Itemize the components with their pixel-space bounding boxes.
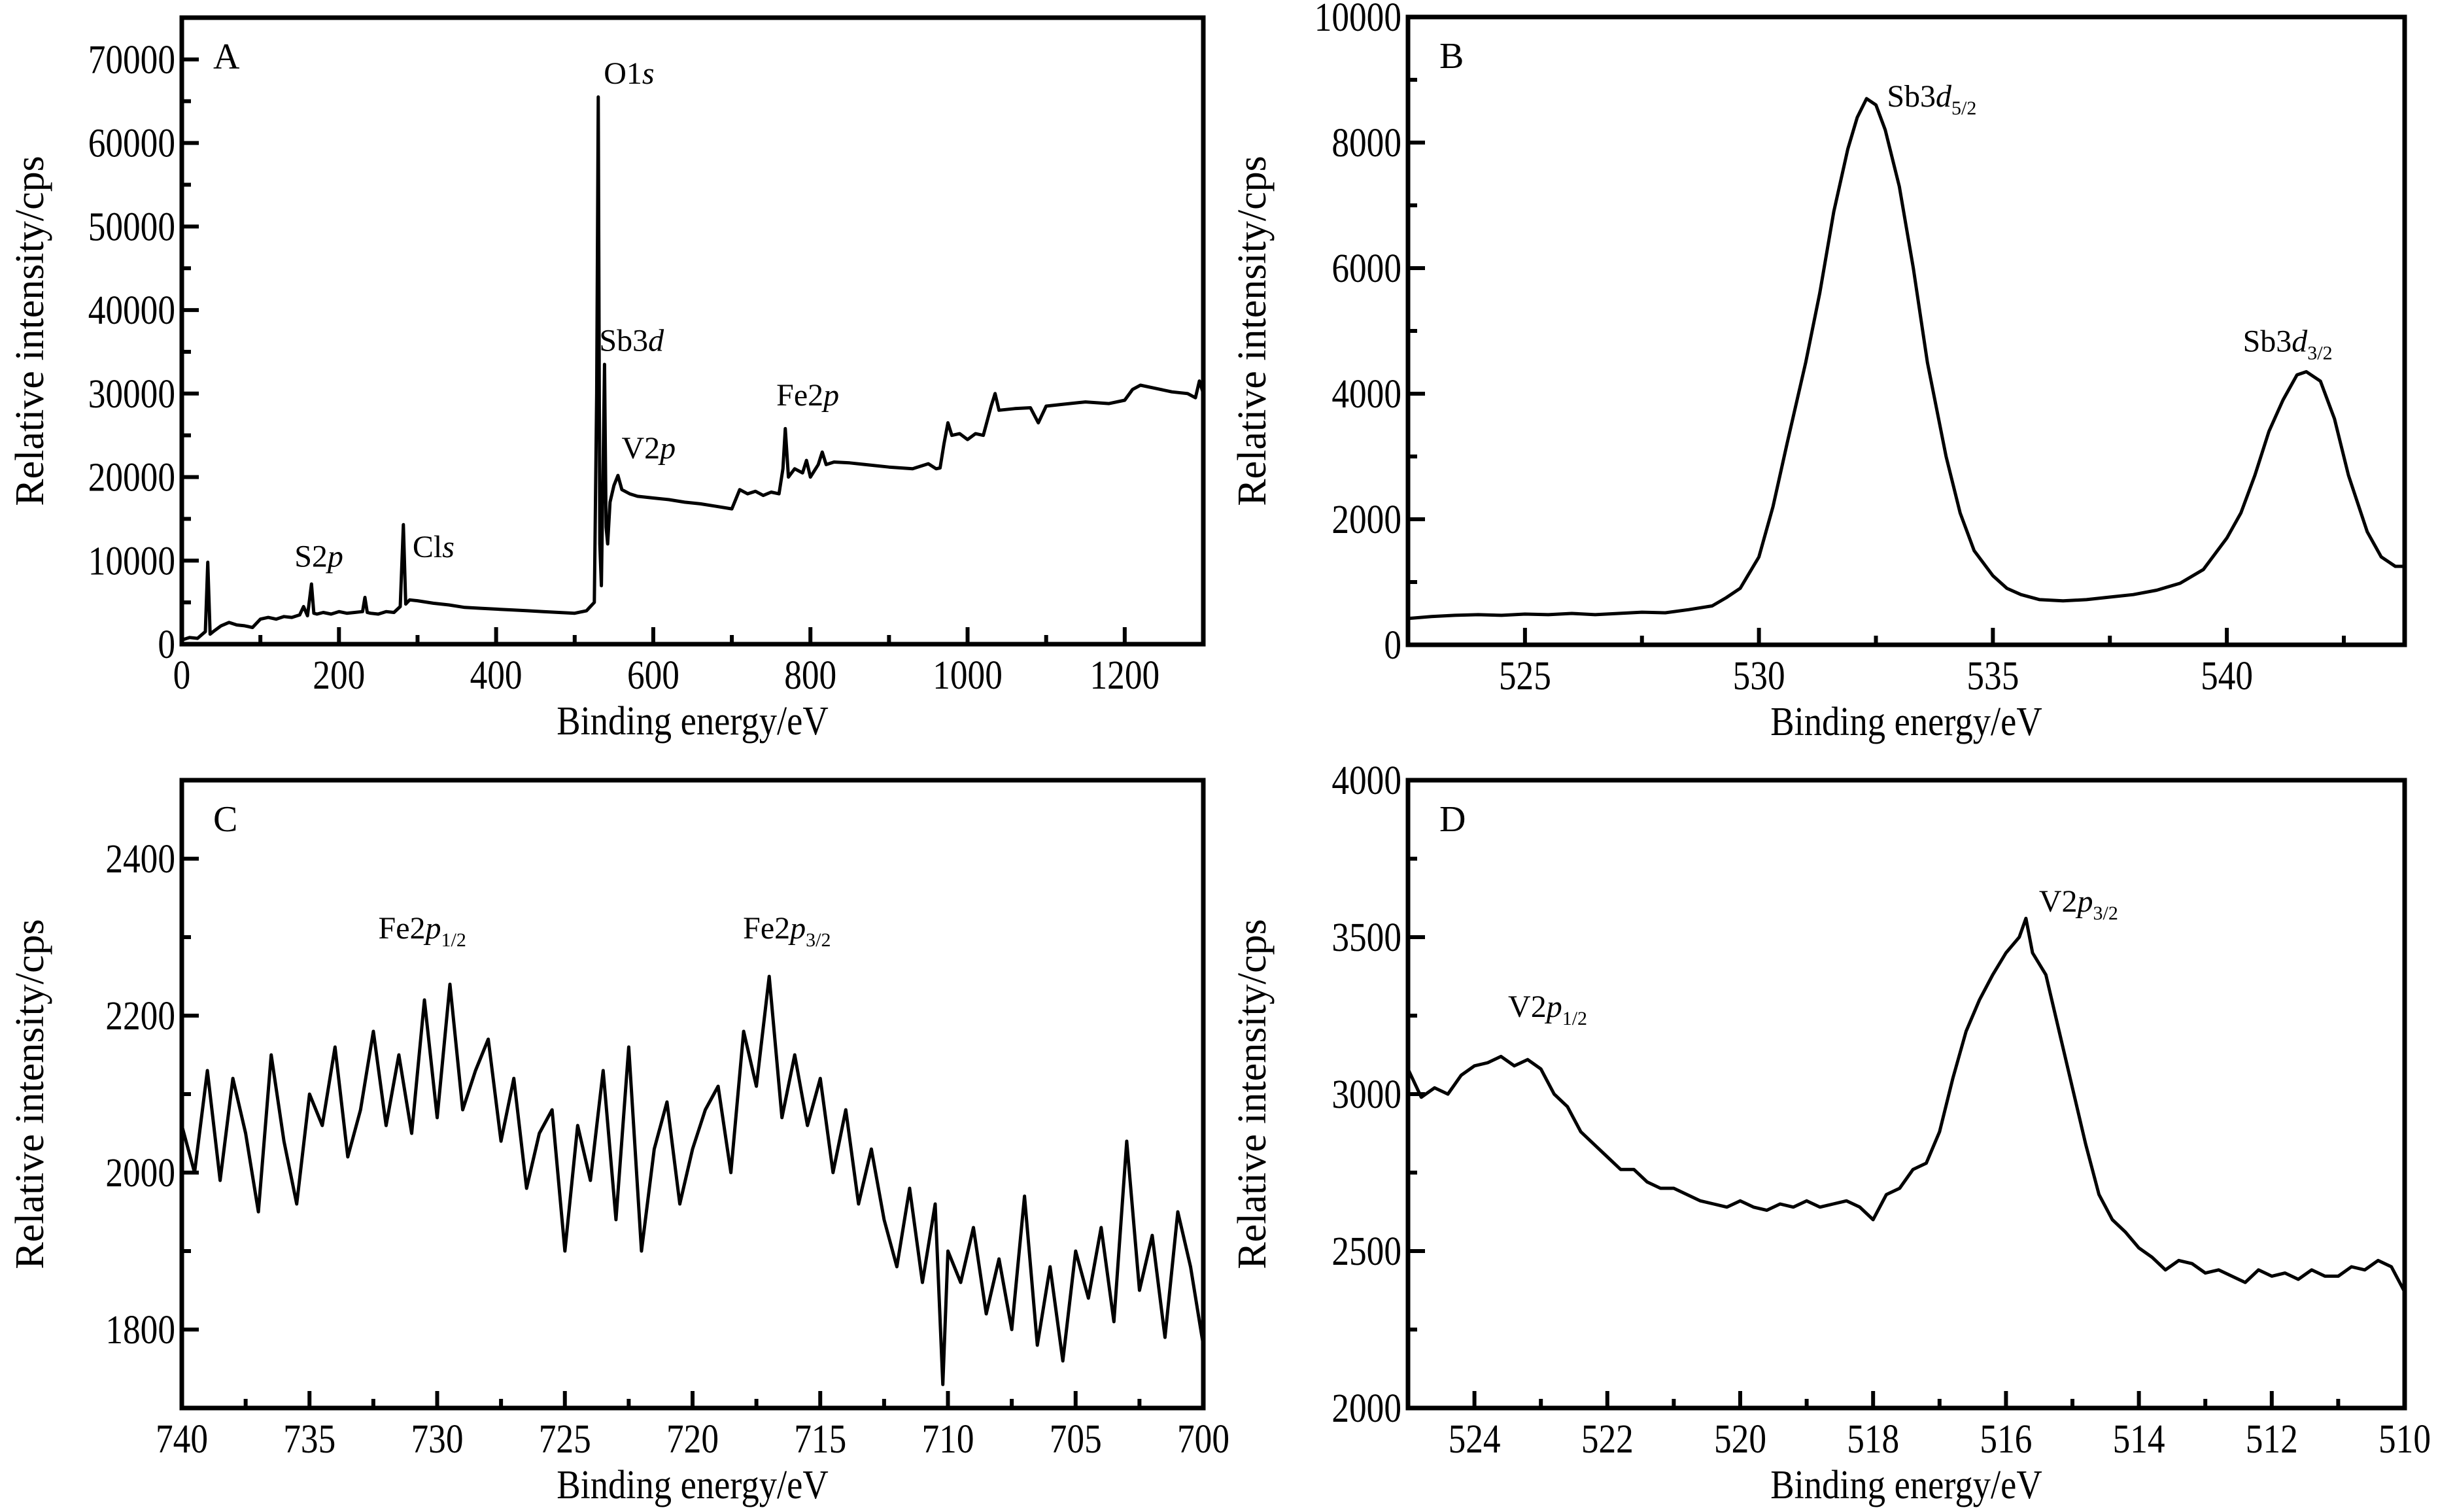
peak-label: Fe2p: [776, 378, 839, 413]
peak-label: V2p1/2: [1508, 989, 1587, 1029]
plot-frame: [179, 15, 1206, 647]
x-tick-label: 522: [1581, 1416, 1634, 1462]
y-tick-label: 30000: [88, 371, 175, 417]
panel-b: 525 530 535 540 0 2000 4000 6000 8000 10000 Bindin…: [1230, 0, 2407, 744]
peak-label: O1s: [604, 56, 654, 91]
x-tick-label: 735: [283, 1416, 335, 1462]
series-line-b: [1407, 97, 2405, 621]
x-tick-label: 514: [2113, 1416, 2165, 1462]
x-tick-label: 512: [2246, 1416, 2298, 1462]
y-tick-label: 2000: [1331, 496, 1401, 542]
panel-label: D: [1439, 799, 1466, 840]
panel-a: 0 200 400 600 800 1000 1200 0 10000 20000 30000 400…: [8, 15, 1206, 744]
peak-label: V2p3/2: [2039, 884, 2118, 924]
x-tick-label: 710: [922, 1416, 974, 1462]
y-tick-label: 50000: [88, 204, 175, 250]
series-line-d: [1406, 916, 2407, 1293]
y-axis-title: Relative intensity/cps: [1230, 156, 1275, 506]
x-tick-label: 530: [1733, 653, 1785, 698]
y-tick-label: 3500: [1331, 914, 1401, 960]
x-tick-label: 1000: [933, 652, 1003, 698]
x-tick-label: 730: [411, 1416, 464, 1462]
y-tick-label: 4000: [1331, 371, 1401, 417]
y-tick-label: 10000: [1314, 0, 1401, 40]
series-line-c: [180, 974, 1205, 1386]
y-tick-label: 2400: [105, 836, 175, 882]
x-tick-label: 540: [2201, 653, 2253, 698]
x-tick-label: 525: [1499, 653, 1551, 698]
y-tick-label: 0: [158, 621, 175, 667]
y-tick-label: 3000: [1331, 1071, 1401, 1117]
peak-label: Fe2p3/2: [743, 911, 831, 951]
x-tick-label: 524: [1449, 1416, 1501, 1462]
x-axis-title: Binding energy/eV: [1770, 1462, 2042, 1507]
y-tick-label: 2200: [105, 993, 175, 1039]
x-tick-label: 600: [627, 652, 679, 698]
x-tick-label: 715: [794, 1416, 846, 1462]
x-tick-label: 725: [539, 1416, 591, 1462]
y-tick-label: 10000: [88, 538, 175, 584]
x-axis-title: Binding energy/eV: [557, 698, 829, 744]
x-axis-title: Binding energy/eV: [1770, 699, 2042, 744]
x-tick-label: 800: [784, 652, 836, 698]
peak-label: Sb3d: [599, 324, 664, 358]
y-tick-label: 60000: [88, 120, 175, 166]
peak-label: Fe2p1/2: [379, 911, 466, 951]
panel-label: B: [1439, 36, 1464, 77]
panel-d: 524 522 520 518 516 514 512 510 2000 2500 3000 3500…: [1230, 757, 2431, 1507]
x-tick-label: 520: [1714, 1416, 1766, 1462]
peak-label: Cls: [413, 530, 455, 564]
x-tick-label: 0: [173, 652, 191, 698]
x-tick-label: 1200: [1090, 652, 1160, 698]
y-tick-label: 2500: [1331, 1228, 1401, 1274]
x-tick-label: 518: [1847, 1416, 1899, 1462]
y-tick-label: 2000: [105, 1150, 175, 1195]
y-axis-title: Relative intensity/cps: [8, 156, 52, 506]
peak-label: Sb3d3/2: [2243, 324, 2333, 364]
panel-label: A: [213, 37, 240, 77]
y-tick-label: 20000: [88, 455, 175, 500]
y-tick-label: 6000: [1331, 245, 1401, 291]
panel-label: C: [213, 799, 237, 840]
y-tick-label: 2000: [1331, 1385, 1401, 1431]
series-line-a: [181, 95, 1205, 642]
y-axis-title: Relative intensity/cps: [8, 919, 52, 1269]
panel-c: 740 735 730 725 720 715 710 705 700 1800 2000 2200 2…: [8, 778, 1229, 1507]
peak-label: V2p: [621, 431, 676, 466]
x-tick-label: 700: [1177, 1416, 1229, 1462]
peak-label: S2p: [294, 539, 343, 574]
y-tick-label: 1800: [105, 1307, 175, 1352]
x-tick-label: 535: [1966, 653, 2019, 698]
x-tick-label: 400: [470, 652, 523, 698]
y-tick-label: 70000: [88, 37, 175, 82]
x-tick-label: 510: [2378, 1416, 2431, 1462]
x-tick-label: 720: [666, 1416, 719, 1462]
y-tick-label: 0: [1384, 622, 1401, 668]
x-tick-label: 200: [313, 652, 365, 698]
x-tick-label: 740: [156, 1416, 208, 1462]
y-tick-label: 8000: [1331, 120, 1401, 165]
peak-label: Sb3d5/2: [1887, 79, 1976, 119]
x-tick-label: 705: [1050, 1416, 1102, 1462]
x-tick-label: 516: [1980, 1416, 2032, 1462]
y-tick-label: 40000: [88, 287, 175, 333]
plot-frame: [179, 778, 1206, 1411]
x-axis-title: Binding energy/eV: [557, 1462, 829, 1507]
plot-frame: [1405, 778, 2407, 1411]
y-axis-title: Relative intensity/cps: [1230, 919, 1275, 1269]
y-tick-label: 4000: [1331, 757, 1401, 803]
